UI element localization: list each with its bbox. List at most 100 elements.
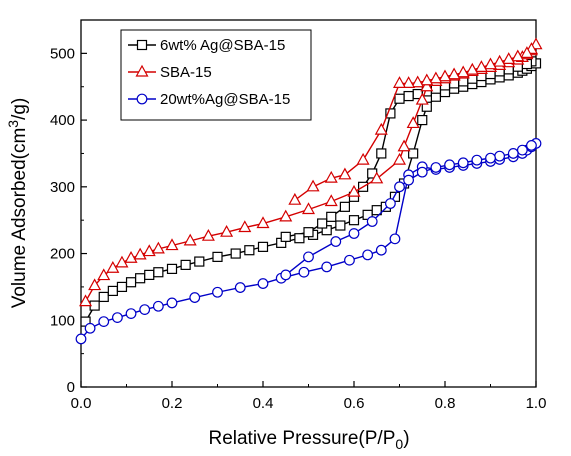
data-point xyxy=(394,181,405,193)
data-point xyxy=(98,291,109,303)
data-point xyxy=(511,49,525,62)
series-3 xyxy=(75,138,542,345)
data-point xyxy=(189,292,201,303)
legend-label: 6wt% Ag@SBA-15 xyxy=(160,37,285,54)
data-point xyxy=(389,233,401,245)
data-point xyxy=(411,75,425,88)
data-point xyxy=(212,286,223,298)
data-point xyxy=(507,148,519,159)
data-point xyxy=(483,57,498,70)
data-point xyxy=(98,316,110,328)
data-point xyxy=(375,244,387,256)
legend-marker xyxy=(136,93,148,105)
x-tick-label: 1.0 xyxy=(526,395,547,412)
data-point xyxy=(280,231,291,242)
data-point xyxy=(280,269,292,281)
data-point xyxy=(394,93,405,104)
data-point xyxy=(124,250,138,263)
y-tick-label: 500 xyxy=(50,45,75,62)
y-tick-label: 300 xyxy=(50,179,75,196)
data-point xyxy=(180,259,191,270)
data-point xyxy=(356,152,370,165)
data-point xyxy=(324,194,338,207)
data-point xyxy=(385,108,396,119)
data-point xyxy=(220,224,234,237)
series-2 xyxy=(79,37,543,307)
series-layer xyxy=(75,37,543,345)
data-point xyxy=(183,233,197,246)
data-point xyxy=(298,266,310,278)
data-point xyxy=(420,73,434,86)
data-point xyxy=(403,174,415,186)
data-point xyxy=(456,65,470,78)
data-point xyxy=(348,228,360,239)
x-axis-title: Relative Pressure(P/P0) xyxy=(208,428,409,452)
data-point xyxy=(75,333,87,345)
data-point xyxy=(125,277,137,288)
data-point xyxy=(238,220,252,233)
data-point xyxy=(417,114,428,126)
data-point xyxy=(166,263,178,274)
x-tick-label: 0.4 xyxy=(253,395,274,412)
data-point xyxy=(230,248,241,259)
data-point xyxy=(321,261,333,273)
y-axis-title: Volume Adsorbed(cm3/g) xyxy=(5,98,30,309)
data-point xyxy=(474,60,488,72)
data-point xyxy=(303,227,314,238)
data-point xyxy=(144,269,155,280)
data-point xyxy=(303,251,314,263)
y-tick-label: 200 xyxy=(50,246,75,263)
data-point xyxy=(429,71,443,84)
data-point xyxy=(438,69,452,82)
data-point xyxy=(457,157,469,169)
data-point xyxy=(392,76,407,88)
data-point xyxy=(153,267,164,278)
data-point xyxy=(376,148,387,159)
data-point xyxy=(84,322,96,334)
data-point xyxy=(142,244,156,257)
data-point xyxy=(257,278,269,289)
data-point xyxy=(335,220,346,231)
data-point xyxy=(279,209,293,222)
data-point xyxy=(402,76,416,88)
x-tick-label: 0.8 xyxy=(435,395,456,412)
data-point xyxy=(374,122,388,135)
data-point xyxy=(151,241,165,254)
data-point xyxy=(406,116,420,129)
x-axis-title-main: Relative Pressure(P/P xyxy=(208,428,395,449)
data-point xyxy=(107,285,118,297)
data-point xyxy=(330,236,342,247)
legend-label: 20wt%Ag@SBA-15 xyxy=(160,91,290,108)
data-point xyxy=(444,159,455,171)
data-point xyxy=(212,251,223,262)
legend-marker xyxy=(136,39,148,51)
data-point xyxy=(301,202,316,215)
data-point xyxy=(338,167,352,180)
data-point xyxy=(370,171,384,184)
data-point xyxy=(79,294,93,307)
data-point xyxy=(415,92,429,105)
y-axis-title-main: Volume Adsorbed(cm xyxy=(9,128,30,309)
data-point xyxy=(152,300,164,312)
data-point xyxy=(392,152,407,165)
x-tick-label: 0.6 xyxy=(344,395,365,412)
data-point xyxy=(116,281,128,293)
data-point xyxy=(366,216,378,227)
data-point xyxy=(408,148,419,159)
data-point xyxy=(494,150,506,162)
x-axis-title-subscript: 0 xyxy=(395,436,403,452)
x-tick-label: 0.2 xyxy=(162,395,183,412)
data-point xyxy=(385,198,396,209)
data-point xyxy=(97,268,111,281)
data-point xyxy=(135,273,146,284)
data-point xyxy=(348,215,360,226)
data-point xyxy=(465,62,479,75)
data-point xyxy=(326,211,337,222)
data-point xyxy=(447,67,461,80)
data-point xyxy=(344,254,355,266)
data-point xyxy=(520,46,534,58)
axis-ticks: 0.0 0.2 0.4 0.6 0.8 1.0 0 100 200 300 400 500 xyxy=(50,45,546,412)
y-tick-label: 400 xyxy=(50,112,75,129)
x-axis-title-close: ) xyxy=(403,428,409,449)
data-point xyxy=(493,54,507,67)
